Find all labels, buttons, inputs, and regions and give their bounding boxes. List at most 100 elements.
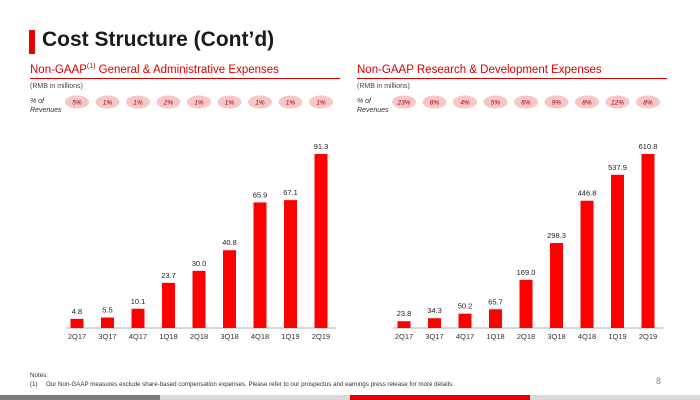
rd-expenses-panel: Non-GAAP Research & Development Expenses… (357, 64, 687, 364)
rd-panel-title: Non-GAAP Research & Development Expenses (357, 64, 667, 79)
ga-data-label: 30.0 (192, 259, 207, 268)
rd-bar (397, 321, 411, 328)
ga-expenses-panel: Non-GAAP(1) General & Administrative Exp… (30, 63, 360, 364)
rd-category-label: 3Q17 (425, 332, 443, 341)
ga-data-label: 40.8 (222, 238, 237, 247)
ga-category-label: 4Q17 (129, 332, 147, 341)
ga-revenue-pct-pill (95, 95, 120, 109)
ga-revenue-pct-text: 2% (163, 100, 174, 107)
footer-stripe-gray (0, 395, 160, 400)
rd-revenue-pct-pill (636, 95, 660, 109)
rd-revenue-pct-pill (422, 95, 447, 109)
rd-revenue-pct-label: % of Revenues (357, 98, 389, 114)
title-accent-bar (29, 30, 35, 54)
rd-revenue-pct-text: 23% (396, 100, 410, 107)
ga-revenue-pct-text: 1% (225, 100, 235, 107)
rd-bar-chart: 23% 23.8 2Q17 8% 34.3 3Q17 4% 50.2 4Q17 5% 65.7 1Q1… (392, 95, 664, 341)
rd-category-label: 2Q17 (395, 332, 413, 341)
rd-revenue-pct-pill (544, 95, 569, 109)
ga-bar (223, 250, 236, 328)
ga-revenue-pct-text: 1% (133, 100, 143, 107)
ga-bar (162, 282, 175, 328)
ga-revenue-pct-pill (278, 95, 303, 109)
footer-stripe-light (160, 395, 350, 400)
rd-revenue-pct-pill (392, 95, 416, 109)
ga-bar (131, 308, 145, 328)
ga-panel-title: Non-GAAP(1) General & Administrative Exp… (30, 63, 340, 79)
ga-revenue-pct-label: % of Revenues (30, 98, 62, 114)
ga-category-label: 1Q18 (159, 332, 177, 341)
ga-category-label: 4Q18 (251, 332, 269, 341)
ga-bar (253, 202, 267, 328)
rd-unit-label: (RMB in millions) (357, 83, 410, 90)
rd-revenue-pct-text: 4% (460, 100, 470, 107)
rd-revenue-pct-text: 6% (521, 100, 531, 107)
ga-data-label: 67.1 (283, 188, 298, 197)
footnote-1-text: Our Non-GAAP measures exclude share-base… (46, 381, 454, 388)
rd-bar (489, 309, 502, 328)
rd-category-label: 4Q17 (456, 332, 474, 341)
rd-category-label: 3Q18 (547, 332, 565, 341)
rd-bar (611, 174, 624, 328)
footnote-1: (1) Our Non-GAAP measures exclude share-b… (30, 380, 454, 389)
rd-data-label: 169.0 (517, 268, 536, 277)
ga-category-label: 3Q18 (220, 332, 238, 341)
ga-category-label: 2Q18 (190, 332, 208, 341)
ga-category-label: 2Q17 (68, 332, 86, 341)
footnotes: Notes: (1) Our Non-GAAP measures exclude … (30, 371, 454, 389)
rd-category-label: 1Q18 (486, 332, 504, 341)
ga-title-part2: General & Administrative Expenses (95, 64, 279, 76)
ga-bar-chart: 5% 4.8 2Q17 1% 5.5 3Q17 1% 10.1 4Q17 2% 23.7 1Q18 1%… (65, 95, 337, 341)
rd-data-label: 446.8 (578, 189, 597, 198)
rd-bar (550, 243, 563, 328)
ga-revenue-pct-text: 5% (72, 100, 82, 107)
ga-revenue-pct-text: 1% (316, 100, 326, 107)
ga-title-part1: Non-GAAP (30, 64, 87, 76)
rd-bar (428, 318, 441, 328)
rd-revenue-pct-text: 8% (582, 100, 592, 107)
rd-revenue-pct-text: 9% (552, 100, 562, 107)
rd-category-label: 4Q18 (578, 332, 596, 341)
ga-revenue-pct-text: 1% (255, 100, 265, 107)
ga-revenue-pct-pill (126, 95, 150, 109)
ga-bar (314, 154, 328, 328)
ga-data-label: 23.7 (161, 271, 176, 280)
ga-revenue-pct-pill (217, 95, 242, 109)
ga-data-label: 10.1 (131, 297, 146, 306)
footer-stripe-light-right (530, 395, 700, 400)
ga-data-label: 4.8 (72, 307, 82, 316)
ga-category-label: 1Q19 (281, 332, 299, 341)
ga-bar (101, 317, 114, 328)
ga-revenue-pct-pill (65, 95, 89, 109)
ga-revenue-pct-pill (309, 95, 333, 109)
rd-data-label: 298.3 (547, 231, 566, 240)
rd-data-label: 34.3 (427, 306, 442, 315)
ga-revenue-pct-text: 1% (286, 100, 296, 107)
ga-revenue-pct-pill (248, 95, 272, 109)
rd-bar (580, 200, 594, 328)
rd-category-label: 2Q19 (639, 332, 657, 341)
rd-data-label: 610.8 (639, 142, 658, 151)
rd-revenue-pct-pill (605, 95, 630, 109)
rd-data-label: 23.8 (397, 309, 412, 318)
rd-revenue-pct-pill (453, 95, 477, 109)
rd-revenue-pct-pill (575, 95, 599, 109)
rd-bar (458, 313, 472, 328)
rd-revenue-pct-text: 5% (491, 100, 501, 107)
rd-revenue-pct-text: 8% (643, 100, 653, 107)
ga-category-label: 3Q17 (98, 332, 116, 341)
ga-revenue-pct-text: 1% (103, 100, 113, 107)
page-number: 8 (656, 376, 662, 386)
rd-bar (519, 279, 533, 328)
rd-revenue-pct-pill (514, 95, 538, 109)
ga-bar (284, 200, 297, 328)
ga-revenue-pct-text: 1% (194, 100, 204, 107)
ga-bar (192, 270, 206, 328)
notes-heading: Notes: (30, 372, 48, 379)
rd-revenue-pct-text: 8% (430, 100, 440, 107)
footer-stripe-red (350, 395, 530, 400)
ga-data-label: 91.3 (314, 142, 329, 151)
rd-data-label: 50.2 (458, 302, 473, 311)
ga-revenue-pct-pill (156, 95, 181, 109)
ga-category-label: 2Q19 (312, 332, 330, 341)
